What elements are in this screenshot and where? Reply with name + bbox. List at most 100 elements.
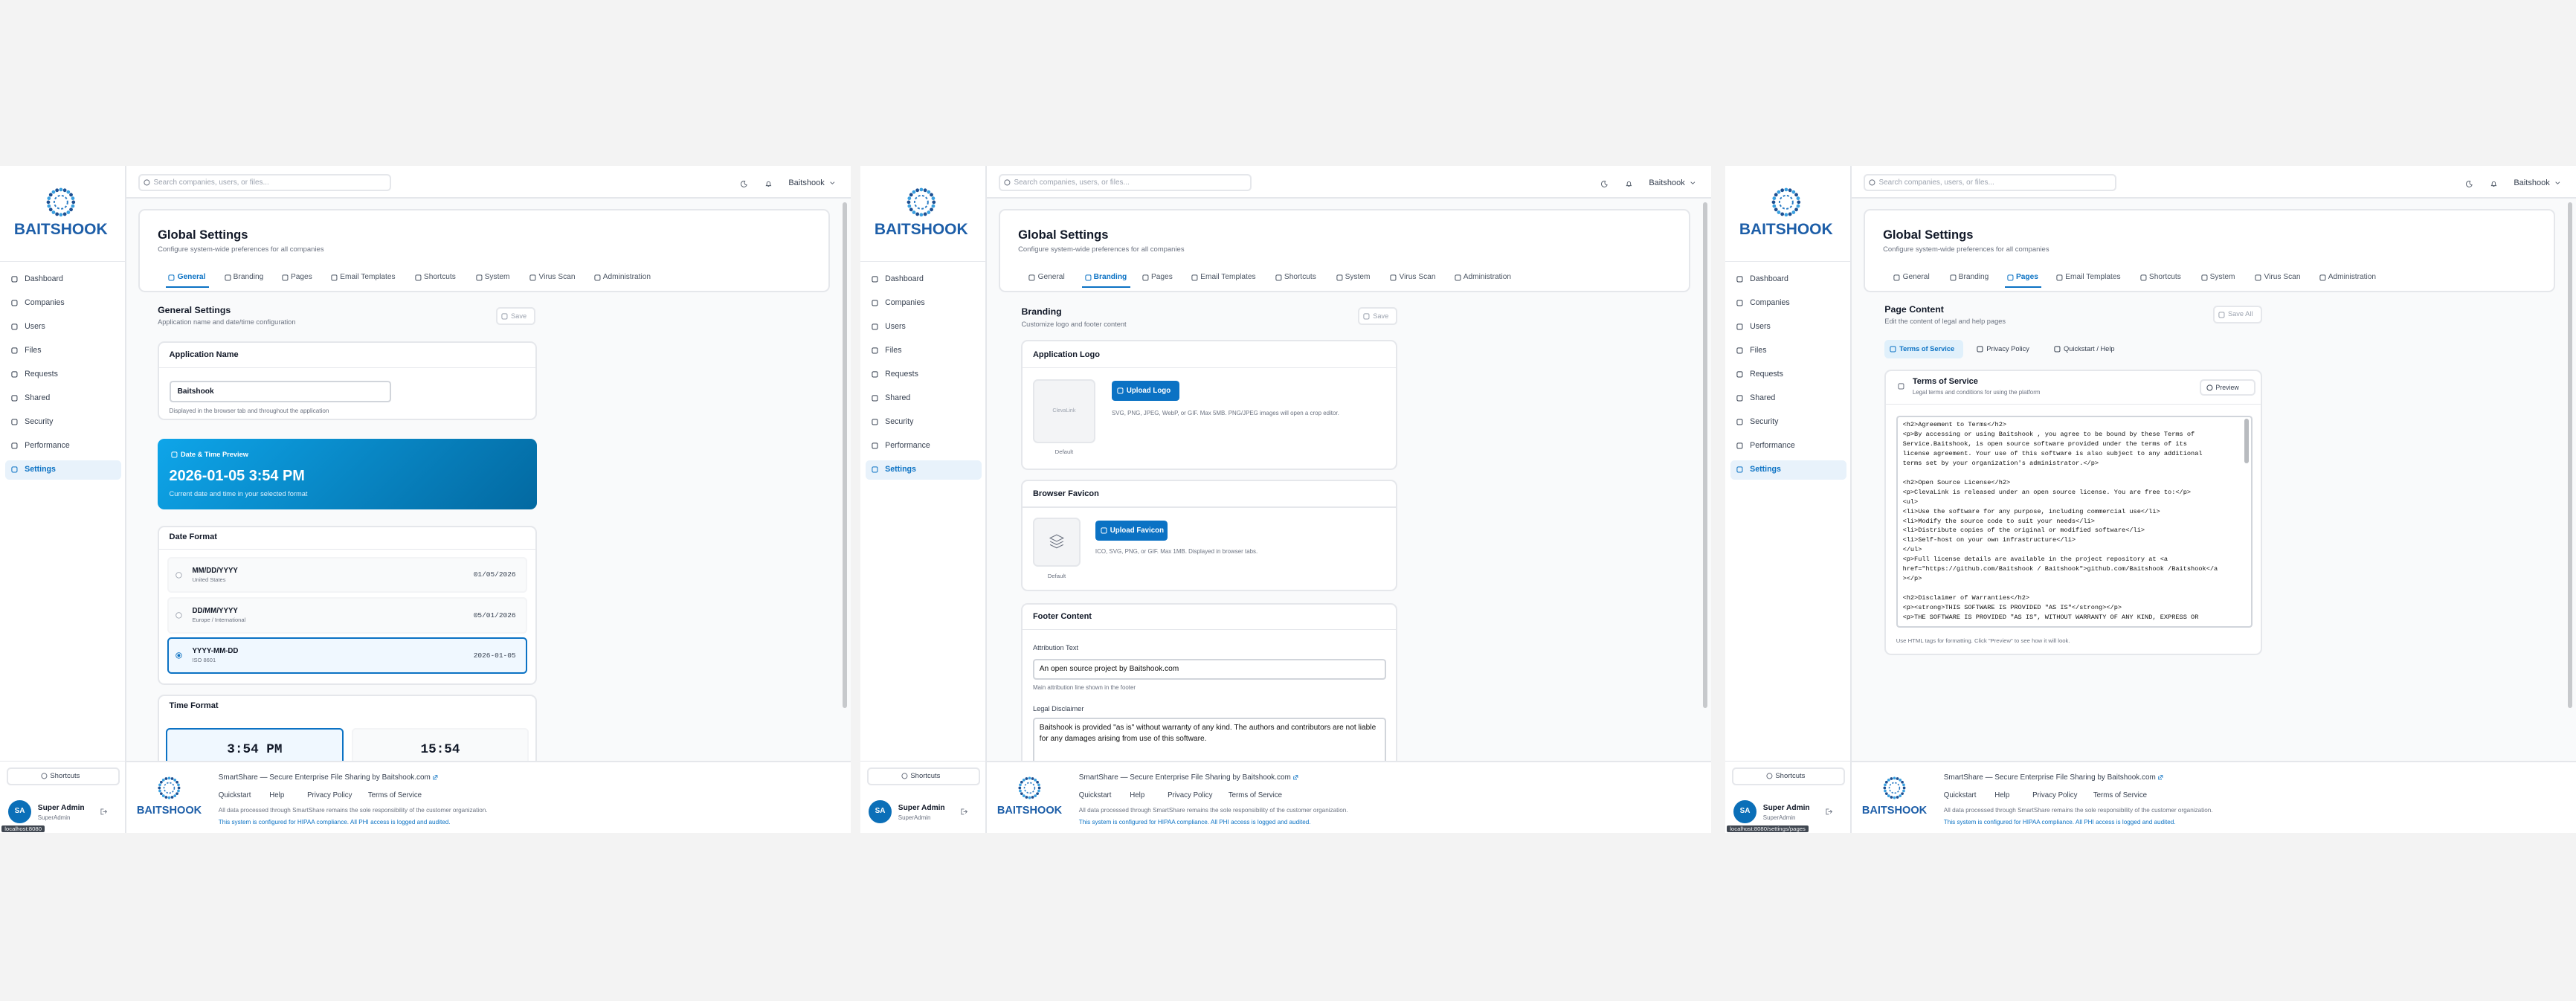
nav-item[interactable] bbox=[5, 388, 122, 408]
nav-item[interactable] bbox=[5, 341, 122, 361]
logo-dot bbox=[170, 795, 174, 799]
settings-tab[interactable]: Shortcuts bbox=[2148, 273, 2181, 282]
logo-mark bbox=[907, 187, 936, 216]
time-option[interactable] bbox=[351, 727, 529, 761]
nav-item[interactable] bbox=[5, 269, 122, 289]
settings-tab[interactable]: Branding bbox=[1093, 273, 1127, 282]
settings-tab[interactable]: Shortcuts bbox=[423, 273, 456, 282]
settings-tab[interactable]: Branding bbox=[1958, 273, 1989, 282]
nav-item[interactable] bbox=[1730, 388, 1847, 408]
nav-item[interactable] bbox=[1730, 412, 1847, 432]
nav-item[interactable] bbox=[5, 364, 122, 384]
settings-tab[interactable]: System bbox=[2209, 273, 2235, 282]
footer-link[interactable]: Help bbox=[1994, 791, 2010, 800]
nav-item[interactable] bbox=[5, 317, 122, 337]
settings-tab[interactable]: General bbox=[1037, 273, 1065, 282]
icon-shape bbox=[872, 395, 878, 402]
footer-link[interactable]: Quickstart bbox=[1078, 791, 1112, 800]
settings-tab[interactable]: Pages bbox=[1150, 273, 1173, 282]
account-menu[interactable]: Baitshook bbox=[1649, 178, 1685, 187]
upload-button[interactable] bbox=[1111, 381, 1179, 401]
page-tab[interactable] bbox=[1884, 340, 1964, 358]
settings-tab[interactable]: Administration bbox=[2328, 273, 2377, 282]
logo-dot bbox=[1794, 193, 1798, 197]
settings-tab[interactable]: Virus Scan bbox=[1399, 273, 1436, 282]
account-menu[interactable]: Baitshook bbox=[2514, 178, 2550, 187]
footer-link[interactable]: Terms of Service bbox=[367, 791, 422, 800]
nav-item[interactable] bbox=[866, 364, 982, 384]
icon bbox=[2255, 274, 2261, 281]
icon bbox=[224, 274, 231, 281]
time-option[interactable] bbox=[166, 727, 344, 761]
nav-item[interactable] bbox=[866, 388, 982, 408]
settings-tab[interactable]: Administration bbox=[602, 273, 651, 282]
footer-link[interactable]: Terms of Service bbox=[1228, 791, 1283, 800]
preview-button[interactable] bbox=[2200, 379, 2256, 396]
logo-dot bbox=[1883, 786, 1887, 790]
text-input[interactable] bbox=[169, 381, 391, 403]
nav-item[interactable] bbox=[866, 341, 982, 361]
settings-tab[interactable]: Virus Scan bbox=[538, 273, 576, 282]
shortcuts-button[interactable] bbox=[1731, 767, 1846, 785]
settings-tab[interactable]: Email Templates bbox=[2065, 273, 2121, 282]
caret-shape bbox=[2554, 181, 2560, 185]
logo-dot bbox=[1034, 794, 1037, 797]
save-button[interactable] bbox=[2213, 305, 2263, 324]
nav-item[interactable] bbox=[865, 460, 982, 480]
nav-item[interactable] bbox=[1730, 364, 1847, 384]
save-button[interactable] bbox=[1358, 307, 1398, 326]
search-box[interactable] bbox=[138, 174, 391, 192]
settings-tab[interactable]: System bbox=[1345, 273, 1371, 282]
logo-dot bbox=[173, 778, 177, 782]
account-menu[interactable]: Baitshook bbox=[788, 178, 825, 187]
shortcuts-button[interactable] bbox=[866, 767, 981, 785]
settings-tab[interactable]: System bbox=[484, 273, 510, 282]
nav-item[interactable] bbox=[1730, 269, 1847, 289]
icon bbox=[2218, 311, 2225, 318]
footer-link[interactable]: Help bbox=[1130, 791, 1145, 800]
settings-tab[interactable]: Email Templates bbox=[1200, 273, 1256, 282]
settings-tab[interactable]: Virus Scan bbox=[2264, 273, 2301, 282]
nav-item[interactable] bbox=[1730, 317, 1847, 337]
footer-link[interactable]: Quickstart bbox=[1943, 791, 1977, 800]
footer-link[interactable]: Terms of Service bbox=[2093, 791, 2148, 800]
settings-tab[interactable]: Shortcuts bbox=[1284, 273, 1316, 282]
search-box[interactable] bbox=[998, 174, 1252, 192]
page-scrollbar bbox=[2568, 202, 2572, 709]
format-name: YYYY-MM-DD bbox=[192, 647, 239, 656]
nav-item[interactable] bbox=[4, 460, 122, 480]
nav-item[interactable] bbox=[866, 412, 982, 432]
nav-item[interactable] bbox=[5, 412, 122, 432]
nav-item[interactable] bbox=[866, 269, 982, 289]
format-option[interactable] bbox=[167, 596, 528, 634]
icon bbox=[1898, 383, 1904, 390]
upload-button-label: Upload Logo bbox=[1126, 386, 1171, 395]
text-input[interactable] bbox=[1032, 658, 1386, 680]
settings-tab[interactable]: Pages bbox=[2015, 273, 2038, 282]
shortcuts-button[interactable] bbox=[6, 767, 120, 785]
footer-link[interactable]: Privacy Policy bbox=[307, 791, 352, 800]
settings-tab[interactable]: Administration bbox=[1463, 273, 1512, 282]
footer-link[interactable]: Privacy Policy bbox=[1168, 791, 1213, 800]
textarea[interactable] bbox=[1032, 718, 1386, 761]
format-option[interactable] bbox=[167, 556, 528, 593]
logo-dot bbox=[1777, 190, 1781, 194]
nav-item[interactable] bbox=[1730, 460, 1847, 480]
nav-item[interactable] bbox=[866, 317, 982, 337]
save-button[interactable] bbox=[496, 307, 536, 326]
logo-dot bbox=[1896, 795, 1899, 799]
settings-tab[interactable]: Branding bbox=[233, 273, 264, 282]
format-option[interactable] bbox=[167, 637, 528, 674]
icon-shape bbox=[1028, 274, 1035, 281]
settings-tab[interactable]: Pages bbox=[290, 273, 312, 282]
settings-tab[interactable]: Email Templates bbox=[340, 273, 396, 282]
nav-item[interactable] bbox=[1730, 341, 1847, 361]
footer-link[interactable]: Quickstart bbox=[218, 791, 251, 800]
search-box[interactable] bbox=[1863, 174, 2116, 192]
footer-link[interactable]: Privacy Policy bbox=[2032, 791, 2078, 800]
upload-button[interactable] bbox=[1095, 521, 1168, 541]
code-editor[interactable] bbox=[1896, 415, 2253, 628]
settings-tab[interactable]: General bbox=[1902, 273, 1930, 282]
settings-tab[interactable]: General bbox=[177, 273, 206, 282]
footer-link[interactable]: Help bbox=[269, 791, 285, 800]
